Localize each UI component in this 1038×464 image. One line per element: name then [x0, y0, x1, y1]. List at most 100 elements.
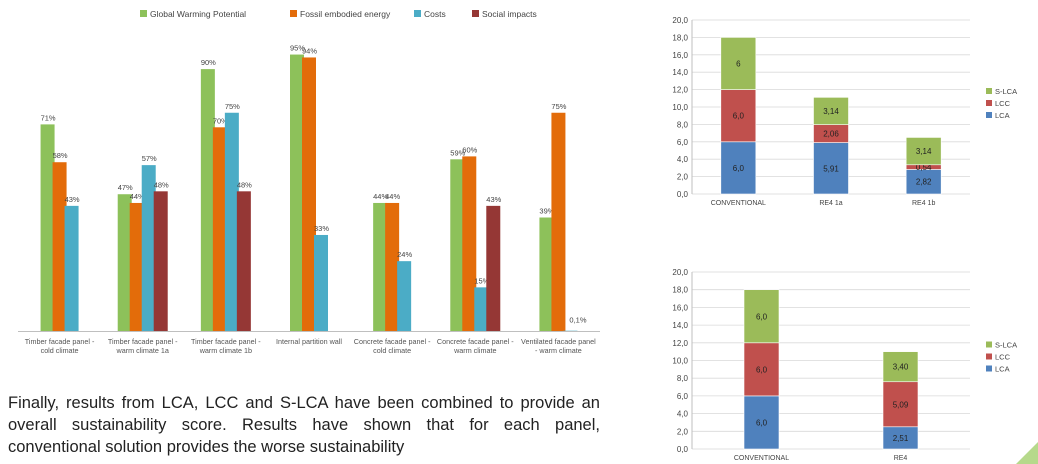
bottom-category-0: CONVENTIONAL [734, 455, 789, 462]
top-segment-label-1-0: 5,91 [823, 164, 839, 173]
top-y-tick-6: 12,0 [672, 86, 688, 95]
legend-swatch-1 [290, 10, 297, 17]
bottom-y-tick-3: 6,0 [677, 392, 689, 401]
bottom-legend-swatch-1 [986, 353, 992, 360]
category-label-6: Ventilated facade panel [521, 337, 596, 346]
data-label-1-3: 48% [154, 180, 169, 189]
impact-reduction-chart: Global Warming Potential Fossil embodied … [18, 9, 600, 355]
category-label-2: warm climate 1b [199, 346, 252, 355]
top-y-tick-5: 10,0 [672, 103, 688, 112]
body-paragraph: Finally, results from LCA, LCC and S-LCA… [8, 394, 600, 456]
bar-3-2 [314, 234, 328, 331]
stacked-chart-top: 0,0 2,0 4,0 6,0 8,0 10,0 12,0 14,0 16,0 18,0 20,0 6… [672, 16, 1017, 207]
data-label-5-3: 43% [486, 195, 501, 204]
category-label-4: Concrete facade panel - [354, 337, 431, 346]
bottom-legend-label-2: LCA [995, 365, 1010, 374]
category-label-2: Timber facade panel - [191, 337, 261, 346]
category-label-5: warm climate [453, 346, 496, 355]
bottom-segment-1-2 [882, 351, 919, 383]
top-legend-label-0: S-LCA [995, 87, 1017, 96]
bottom-y-tick-1: 2,0 [677, 427, 689, 436]
bottom-segment-label-0-2: 6,0 [756, 312, 768, 321]
data-label-0-2: 43% [65, 195, 80, 204]
category-label-0: cold climate [41, 346, 79, 355]
top-segment-label-0-1: 6,0 [733, 112, 745, 121]
data-label-2-3: 48% [237, 180, 252, 189]
top-segment-label-1-1: 2,06 [823, 130, 839, 139]
data-label-0-1: 58% [53, 151, 68, 160]
bar-5-1 [462, 156, 477, 331]
top-segment-label-2-0: 2,82 [916, 178, 932, 187]
bar-6-0 [539, 217, 554, 331]
data-label-6-2: 0,1% [569, 316, 586, 325]
bottom-segment-label-0-1: 6,0 [756, 365, 768, 374]
bar-0-0 [40, 124, 55, 331]
legend-swatch-3 [472, 10, 479, 17]
top-segment-label-2-2: 3,14 [916, 147, 932, 156]
legend-label-1: Fossil embodied energy [300, 9, 391, 19]
category-label-1: warm climate 1a [116, 346, 169, 355]
top-segment-0-1 [720, 89, 757, 143]
category-label-1: Timber facade panel - [108, 337, 178, 346]
data-label-1-1: 44% [130, 192, 145, 201]
bar-2-1 [212, 127, 227, 331]
top-category-1: RE4 1a [819, 200, 842, 207]
bottom-segment-0-2 [743, 289, 780, 344]
bar-0-1 [52, 162, 67, 331]
data-label-2-2: 75% [225, 102, 240, 111]
bar-6-1 [551, 112, 566, 331]
legend-swatch-2 [414, 10, 421, 17]
data-label-5-1: 60% [462, 145, 477, 154]
category-label-0: Timber facade panel - [25, 337, 95, 346]
top-y-tick-10: 20,0 [672, 16, 688, 25]
corner-decoration [1016, 442, 1038, 464]
bar-0-2 [64, 205, 79, 331]
data-label-5-0: 59% [450, 148, 465, 157]
legend-label-2: Costs [424, 9, 446, 19]
bar-1-3 [153, 191, 168, 331]
bottom-segment-label-1-2: 3,40 [893, 363, 909, 372]
bottom-segment-label-0-0: 6,0 [756, 418, 768, 427]
bottom-legend-label-0: S-LCA [995, 341, 1017, 350]
bottom-y-tick-7: 14,0 [672, 321, 688, 330]
bottom-segment-label-1-0: 2,51 [893, 434, 909, 443]
bottom-y-tick-5: 10,0 [672, 357, 688, 366]
top-legend-label-1: LCC [995, 99, 1011, 108]
legend-label-3: Social impacts [482, 9, 537, 19]
top-y-tick-3: 6,0 [677, 138, 689, 147]
top-legend-swatch-1 [986, 100, 992, 106]
data-label-1-2: 57% [142, 154, 157, 163]
bar-5-2 [474, 287, 489, 331]
bar-5-3 [486, 205, 501, 331]
bottom-y-tick-9: 18,0 [672, 286, 688, 295]
bar-2-3 [236, 191, 251, 331]
top-segment-label-2-1: 0,54 [916, 163, 932, 172]
bottom-segment-label-1-1: 5,09 [893, 400, 909, 409]
top-y-tick-4: 8,0 [677, 120, 689, 129]
top-segment-1-2 [813, 97, 849, 125]
category-label-5: Concrete facade panel - [437, 337, 514, 346]
bar-5-0 [450, 159, 465, 331]
top-segment-0-2 [720, 37, 757, 90]
stacked-chart-bottom: 0,0 2,0 4,0 6,0 8,0 10,0 12,0 14,0 16,0 18,0 20,0 6… [672, 268, 1017, 462]
top-y-tick-0: 0,0 [677, 190, 689, 199]
top-legend-swatch-0 [986, 88, 992, 94]
top-segment-label-1-2: 3,14 [823, 107, 839, 116]
bottom-y-tick-6: 12,0 [672, 339, 688, 348]
top-category-2: RE4 1b [912, 200, 935, 207]
bottom-legend-swatch-2 [986, 365, 992, 372]
data-label-0-0: 71% [41, 113, 56, 122]
data-label-3-0: 95% [290, 44, 305, 53]
bottom-y-tick-4: 8,0 [677, 374, 689, 383]
legend-label-0: Global Warming Potential [150, 9, 246, 19]
data-label-3-2: 33% [314, 224, 329, 233]
data-label-1-0: 47% [118, 183, 133, 192]
bar-4-1 [385, 202, 400, 331]
bottom-y-tick-8: 16,0 [672, 303, 688, 312]
top-segment-2-0 [905, 169, 942, 195]
top-segment-2-2 [905, 137, 942, 166]
bottom-y-tick-10: 20,0 [672, 268, 688, 277]
top-segment-1-0 [813, 142, 849, 195]
top-legend-label-2: LCA [995, 111, 1010, 120]
bar-3-1 [302, 57, 316, 332]
